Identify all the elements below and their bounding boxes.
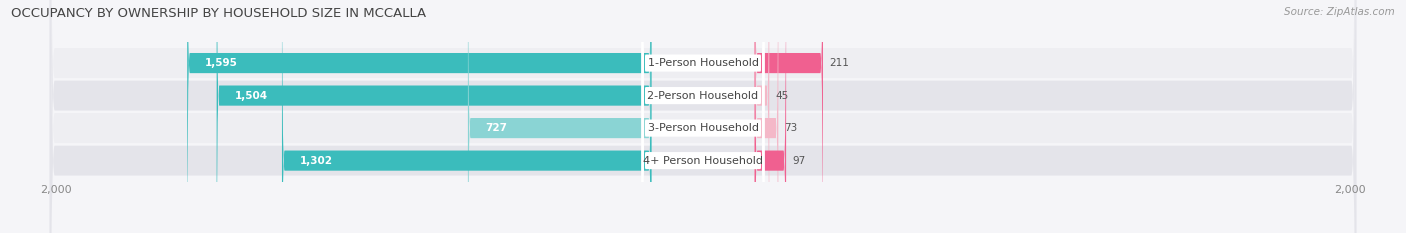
FancyBboxPatch shape xyxy=(755,0,779,233)
Text: 1,595: 1,595 xyxy=(205,58,238,68)
Text: 3-Person Household: 3-Person Household xyxy=(648,123,758,133)
Legend: Owner-occupied, Renter-occupied: Owner-occupied, Renter-occupied xyxy=(589,230,817,233)
Text: 97: 97 xyxy=(792,156,806,166)
Text: Source: ZipAtlas.com: Source: ZipAtlas.com xyxy=(1284,7,1395,17)
FancyBboxPatch shape xyxy=(49,0,1357,233)
Text: 1,504: 1,504 xyxy=(235,91,267,101)
Text: 1,302: 1,302 xyxy=(299,156,333,166)
Text: 727: 727 xyxy=(485,123,508,133)
FancyBboxPatch shape xyxy=(755,0,823,233)
FancyBboxPatch shape xyxy=(468,0,651,233)
FancyBboxPatch shape xyxy=(49,0,1357,233)
FancyBboxPatch shape xyxy=(641,0,765,233)
FancyBboxPatch shape xyxy=(641,0,765,233)
Text: 211: 211 xyxy=(828,58,849,68)
FancyBboxPatch shape xyxy=(187,0,651,233)
Text: 4+ Person Household: 4+ Person Household xyxy=(643,156,763,166)
FancyBboxPatch shape xyxy=(755,0,786,233)
Text: 73: 73 xyxy=(785,123,797,133)
Text: OCCUPANCY BY OWNERSHIP BY HOUSEHOLD SIZE IN MCCALLA: OCCUPANCY BY OWNERSHIP BY HOUSEHOLD SIZE… xyxy=(11,7,426,20)
Text: 2-Person Household: 2-Person Household xyxy=(647,91,759,101)
FancyBboxPatch shape xyxy=(641,0,765,233)
FancyBboxPatch shape xyxy=(755,0,769,233)
FancyBboxPatch shape xyxy=(217,0,651,233)
Text: 45: 45 xyxy=(775,91,789,101)
FancyBboxPatch shape xyxy=(283,0,651,233)
FancyBboxPatch shape xyxy=(641,0,765,233)
FancyBboxPatch shape xyxy=(49,0,1357,233)
Text: 1-Person Household: 1-Person Household xyxy=(648,58,758,68)
FancyBboxPatch shape xyxy=(49,0,1357,233)
